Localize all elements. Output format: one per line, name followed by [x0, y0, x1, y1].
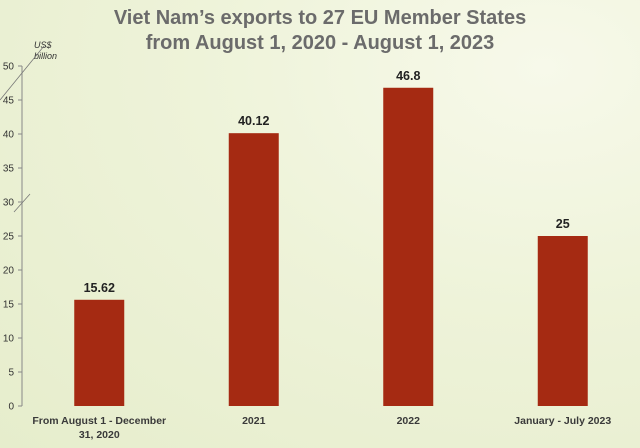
- bar: [537, 236, 588, 406]
- x-category-label: January - July 2023: [514, 415, 611, 427]
- bar-value-label: 15.62: [84, 281, 115, 295]
- y-axis-unit-line-2: billion: [34, 51, 58, 61]
- bar: [383, 87, 434, 406]
- y-axis-break-mark: [13, 193, 31, 213]
- bar-value-label: 40.12: [238, 114, 269, 128]
- x-category-label: 2022: [397, 415, 421, 427]
- chart-title-line-2: from August 1, 2020 - August 1, 2023: [145, 32, 495, 54]
- y-axis-unit-line-1: US$: [34, 40, 52, 50]
- y-tick-label: 45: [3, 96, 15, 107]
- y-tick-label: 40: [3, 130, 15, 141]
- y-tick-label: 5: [8, 368, 14, 379]
- y-tick-label: 0: [8, 402, 14, 413]
- bar: [228, 133, 279, 406]
- y-tick-label: 15: [3, 300, 15, 311]
- x-category-label: From August 1 - December: [32, 415, 166, 427]
- bar-value-label: 25: [556, 217, 570, 231]
- y-axis-break-mark: [0, 45, 45, 101]
- y-tick-label: 50: [3, 62, 15, 73]
- bar: [74, 299, 125, 406]
- y-tick-label: 20: [3, 266, 15, 277]
- x-category-label: 2021: [242, 415, 266, 427]
- chart-title-line-1: Viet Nam’s exports to 27 EU Member State…: [113, 7, 527, 29]
- y-tick-label: 30: [3, 198, 15, 209]
- y-tick-label: 35: [3, 164, 15, 175]
- chart-title: Viet Nam’s exports to 27 EU Member State…: [0, 6, 640, 56]
- bar-value-label: 46.8: [396, 69, 420, 83]
- y-tick-label: 25: [3, 232, 15, 243]
- y-tick-label: 10: [3, 334, 15, 345]
- y-axis-unit: US$ billion: [34, 40, 57, 62]
- x-category-label: 31, 2020: [79, 429, 120, 441]
